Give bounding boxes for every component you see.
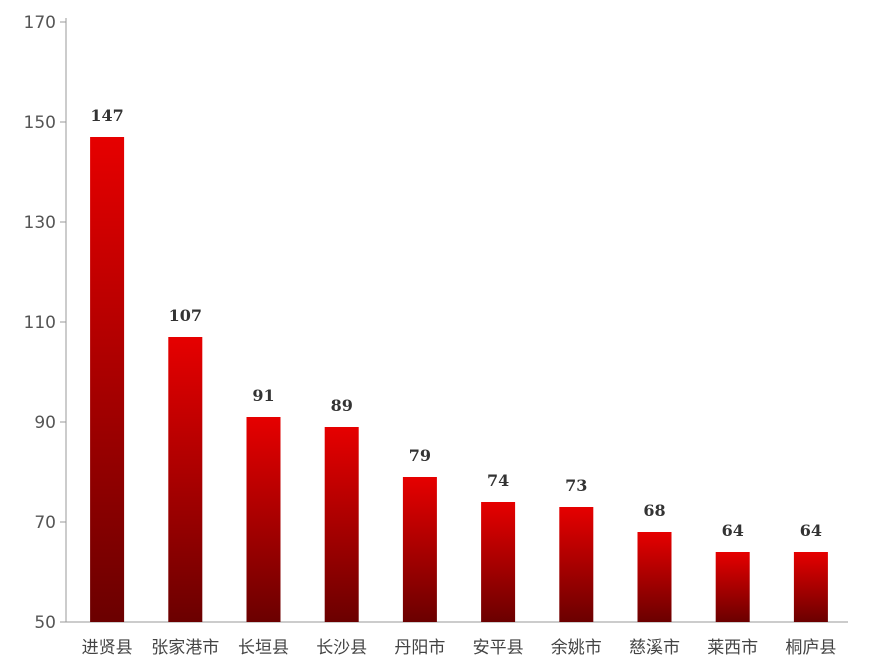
x-category-label: 桐庐县 bbox=[785, 638, 836, 658]
y-tick-label: 110 bbox=[24, 313, 56, 333]
bar bbox=[559, 507, 594, 622]
bar bbox=[481, 502, 516, 622]
y-tick-label: 90 bbox=[34, 413, 56, 433]
y-tick-label: 150 bbox=[24, 113, 56, 133]
y-axis-ticks: 50 70 90 110 130 150 170 bbox=[24, 13, 66, 633]
bar-data-label: 64 bbox=[800, 521, 822, 540]
y-tick-label: 130 bbox=[24, 213, 56, 233]
x-category-label: 长沙县 bbox=[316, 638, 367, 658]
bar-data-label: 68 bbox=[643, 501, 665, 520]
bar bbox=[637, 532, 672, 622]
bar-data-label: 64 bbox=[722, 521, 744, 540]
bar bbox=[793, 552, 828, 622]
bar bbox=[90, 137, 125, 622]
bar-data-label: 79 bbox=[409, 446, 431, 465]
bar-data-label: 73 bbox=[565, 476, 587, 495]
bar bbox=[715, 552, 750, 622]
bar bbox=[324, 427, 359, 622]
x-category-label: 长垣县 bbox=[238, 638, 289, 658]
y-tick-label: 70 bbox=[34, 513, 56, 533]
bar bbox=[246, 417, 281, 622]
y-tick-label: 50 bbox=[34, 613, 56, 633]
x-category-label: 莱西市 bbox=[707, 638, 758, 658]
bar bbox=[402, 477, 437, 622]
bar-data-label: 74 bbox=[487, 471, 509, 490]
category-labels: 进贤县 张家港市 长垣县 长沙县 丹阳市 安平县 余姚市 慈溪市 莱西市 桐庐县 bbox=[82, 638, 837, 658]
bar-data-label: 107 bbox=[169, 306, 202, 325]
y-tick-label: 170 bbox=[24, 13, 56, 33]
x-category-label: 安平县 bbox=[473, 638, 524, 658]
x-category-label: 进贤县 bbox=[82, 638, 133, 658]
bars bbox=[90, 137, 828, 622]
x-category-label: 余姚市 bbox=[551, 638, 602, 658]
x-category-label: 张家港市 bbox=[151, 638, 219, 658]
x-category-label: 丹阳市 bbox=[394, 638, 445, 658]
bar-data-label: 147 bbox=[90, 106, 123, 125]
bar-data-label: 91 bbox=[252, 386, 274, 405]
bar-data-label: 89 bbox=[331, 396, 353, 415]
bar bbox=[168, 337, 203, 622]
x-category-label: 慈溪市 bbox=[629, 638, 680, 658]
data-labels: 147 107 91 89 79 74 73 68 64 64 bbox=[90, 106, 822, 540]
